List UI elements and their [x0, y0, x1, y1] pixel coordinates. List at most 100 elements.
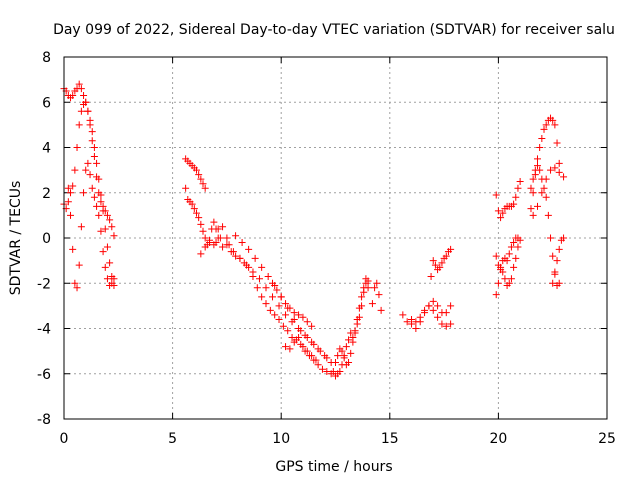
data-point	[358, 293, 366, 301]
data-point	[64, 198, 72, 206]
y-tick-label: 0	[42, 231, 51, 247]
data-point	[338, 361, 346, 369]
data-point	[103, 243, 111, 251]
data-point	[106, 216, 114, 224]
data-point	[295, 311, 303, 319]
data-point	[510, 200, 518, 208]
data-point	[544, 211, 552, 219]
data-point	[236, 254, 244, 262]
data-point	[295, 334, 303, 342]
data-point	[555, 245, 563, 253]
series-track-m	[368, 279, 385, 314]
data-point	[399, 311, 407, 319]
data-point	[514, 243, 522, 251]
data-point	[540, 184, 548, 192]
data-point	[434, 313, 442, 321]
data-point	[512, 193, 520, 201]
data-point	[271, 311, 279, 319]
data-point	[245, 245, 253, 253]
data-point	[277, 293, 285, 301]
series-track-l	[334, 279, 372, 378]
data-point	[88, 137, 96, 145]
data-point	[303, 347, 311, 355]
y-tick-label: 2	[42, 186, 51, 202]
series-track-v	[529, 164, 568, 219]
data-point	[195, 171, 203, 179]
data-point	[540, 125, 548, 133]
data-point	[69, 182, 77, 190]
data-point	[425, 302, 433, 310]
data-point	[512, 254, 520, 262]
data-point	[206, 239, 214, 247]
data-point	[210, 218, 218, 226]
data-point	[442, 252, 450, 260]
data-point	[229, 248, 237, 256]
data-point	[299, 343, 307, 351]
data-point	[75, 121, 83, 129]
data-point	[80, 91, 88, 99]
data-point	[364, 284, 372, 292]
data-point	[368, 300, 376, 308]
data-point	[219, 223, 227, 231]
data-point	[201, 234, 209, 242]
data-point	[262, 300, 270, 308]
data-point	[262, 284, 270, 292]
data-point	[447, 320, 455, 328]
data-point	[351, 327, 359, 335]
data-point	[551, 268, 559, 276]
y-axis-title: SDTVAR / TECUs	[8, 181, 24, 296]
data-point	[408, 315, 416, 323]
data-point	[447, 245, 455, 253]
data-point	[429, 257, 437, 265]
data-point	[201, 184, 209, 192]
data-point	[547, 234, 555, 242]
data-point	[77, 85, 85, 93]
data-point	[345, 358, 353, 366]
data-point	[494, 207, 502, 215]
data-point	[249, 268, 257, 276]
data-point	[549, 252, 557, 260]
data-point	[299, 313, 307, 321]
data-point	[492, 252, 500, 260]
data-point	[529, 211, 537, 219]
data-point	[279, 322, 287, 330]
data-point	[501, 275, 509, 283]
data-point	[499, 268, 507, 276]
x-axis-title: GPS time / hours	[275, 459, 392, 475]
data-point	[494, 261, 502, 269]
data-point	[303, 334, 311, 342]
data-point	[303, 318, 311, 326]
data-point	[110, 232, 118, 240]
data-point	[555, 168, 563, 176]
data-point	[95, 211, 103, 219]
data-point	[82, 98, 90, 106]
data-point	[69, 91, 77, 99]
y-tick-label: -8	[37, 412, 51, 428]
data-point	[290, 309, 298, 317]
data-point	[507, 243, 515, 251]
data-point	[97, 198, 105, 206]
data-point	[269, 279, 277, 287]
data-point	[216, 234, 224, 242]
data-point	[555, 279, 563, 287]
data-point	[492, 291, 500, 299]
data-point	[258, 293, 266, 301]
data-point	[101, 207, 109, 215]
data-point	[192, 209, 200, 217]
data-point	[499, 209, 507, 217]
data-point	[106, 259, 114, 267]
data-point	[275, 302, 283, 310]
data-point	[551, 121, 559, 129]
data-point	[329, 367, 337, 375]
data-point	[308, 352, 316, 360]
data-point	[547, 166, 555, 174]
data-point	[549, 116, 557, 124]
data-point	[429, 297, 437, 305]
data-point	[542, 121, 550, 129]
data-point	[255, 275, 263, 283]
data-point	[434, 302, 442, 310]
data-point	[103, 211, 111, 219]
data-point	[238, 239, 246, 247]
y-tick-label: -2	[37, 276, 51, 292]
